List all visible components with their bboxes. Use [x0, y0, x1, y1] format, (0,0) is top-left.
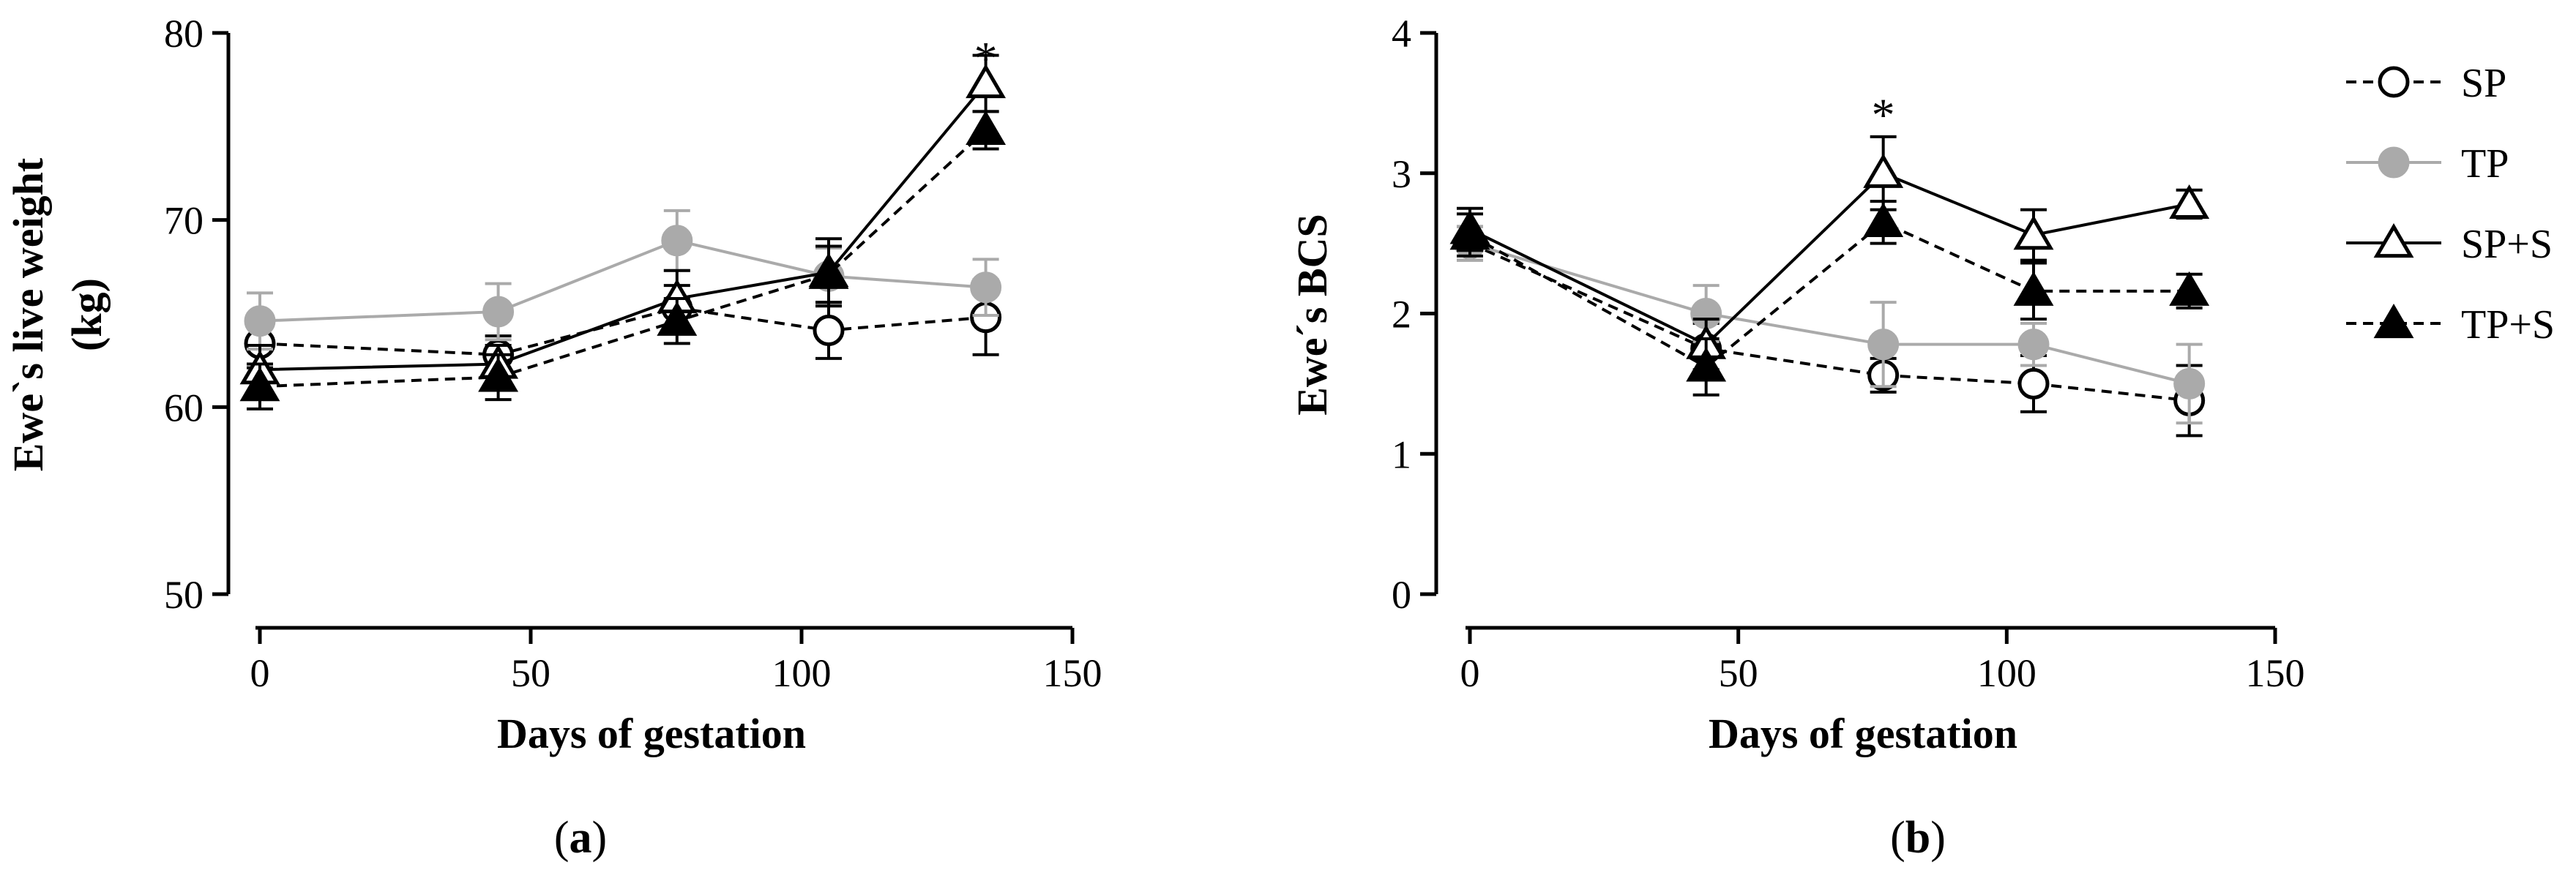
panelB-series-sp-point [2017, 367, 2050, 400]
panel-a-y-axis-title-line1: Ewe`s live weight [4, 157, 52, 471]
panelB-series-tp-point [2017, 329, 2050, 361]
panelB-series-tp-plus-s-line [1469, 220, 2189, 369]
panelA-series-tp-point [482, 296, 515, 328]
panelB-series-tp-plus-s-point [1863, 202, 1904, 237]
panelB-x-tick-label: 150 [2246, 651, 2305, 695]
legend-item-sp-marker [2378, 66, 2410, 98]
panelA-series-tp-point [970, 271, 1002, 304]
legend-item-sp: SP [2346, 61, 2506, 106]
panelA-y-tick-label: 70 [164, 199, 204, 243]
panelA-series-tp-plus-s-point [808, 254, 849, 289]
panelB-series-tp-point [1867, 329, 1900, 361]
panelB-series-tp [1454, 225, 2206, 425]
panelA-y-tick-label: 80 [164, 12, 204, 56]
panel-a-letter: a [570, 813, 592, 863]
legend-item-tp-plus-s-marker [2373, 304, 2414, 339]
legend-item-tp-label: TP [2461, 141, 2509, 187]
panelB-series-sp-plus-s-line [1469, 171, 2190, 347]
panelA-series-sp-plus-s [239, 53, 1007, 396]
legend: SP TP SP+S TP+S [2346, 61, 2555, 348]
panelB-x-tick-label: 0 [1460, 651, 1480, 695]
panelB-series-sp-plus-s-point [2013, 215, 2054, 250]
legend-item-sp-plus-s: SP+S [2346, 222, 2553, 267]
panel-b-label: (b) [1890, 813, 1946, 863]
panelB-y-tick-label: 4 [1392, 12, 1411, 56]
panelB-series-tp-plus-s-point [2169, 271, 2210, 306]
panel-b-letter: b [1905, 813, 1930, 863]
legend-item-tp-plus-s-label: TP+S [2461, 302, 2555, 348]
panelA-series-tp-line [259, 239, 986, 323]
panelB-y-tick-label: 0 [1392, 573, 1411, 617]
panelA-series-sp-point [813, 315, 845, 347]
panel-a-y-axis-title-line2: (kg) [63, 278, 111, 351]
legend-item-tp-marker [2378, 146, 2410, 179]
panelA-significance-marker: * [974, 32, 998, 84]
panelB-series-tp-plus-s [1449, 200, 2210, 397]
panelB-series-tp-plus-s-point [2013, 271, 2054, 306]
legend-item-tp-plus-s: TP+S [2346, 302, 2555, 348]
panel-b-x-axis-title: Days of gestation [1709, 710, 2017, 757]
legend-item-sp-plus-s-marker [2373, 223, 2414, 258]
panel-b-chart: 0 1 2 3 4 0 50 100 150 * Days of gestation Ewe´s … [1288, 12, 2305, 863]
legend-item-sp-plus-s-label: SP+S [2461, 222, 2553, 267]
panelB-series-sp [1454, 225, 2206, 438]
panelA-series-tp-point [244, 305, 276, 337]
panel-a-chart: 50 60 70 80 0 50 100 150 * Days of gestation Ewe… [4, 12, 1102, 863]
panelA-series-tp-point [661, 225, 693, 257]
panelA-x-tick-label: 100 [772, 651, 832, 695]
panelB-series-sp-plus-s-point [1863, 153, 1904, 188]
panelA-series-tp-plus-s [239, 110, 1007, 410]
panelB-y-tick-label: 1 [1392, 432, 1411, 476]
panel-a-x-axis-title: Days of gestation [497, 710, 806, 757]
legend-item-tp: TP [2346, 141, 2509, 187]
panelA-series-tp-plus-s-point [657, 301, 698, 336]
panelA-series-sp-plus-s-point [966, 64, 1007, 99]
panelA-series-sp-line [259, 306, 986, 356]
panelA-x-tick-label: 50 [511, 651, 550, 695]
panelB-series-sp-plus-s-point [2169, 184, 2210, 220]
panelA-y-tick-label: 50 [164, 573, 204, 617]
legend-item-sp-label: SP [2461, 61, 2506, 106]
panel-a-label: (a) [554, 813, 607, 863]
panelA-series-tp [244, 209, 1002, 351]
panelA-y-tick-label: 60 [164, 386, 204, 430]
panelB-series-tp-point [2173, 367, 2206, 400]
panelA-series-sp [244, 278, 1002, 375]
panelB-series-tp-plus-s-point [1449, 215, 1490, 250]
panel-b-y-axis-title: Ewe´s BCS [1288, 214, 1336, 416]
panelB-y-tick-label: 3 [1392, 152, 1411, 196]
panelB-series-tp-plus-s-point [1686, 347, 1727, 382]
panelA-series-tp-plus-s-point [966, 110, 1007, 146]
panelB-x-tick-label: 100 [1977, 651, 2036, 695]
panelA-x-tick-label: 0 [250, 651, 270, 695]
panelA-x-tick-label: 150 [1043, 651, 1102, 695]
panelB-significance-marker: * [1872, 89, 1895, 140]
panelA-series-tp-plus-s-point [239, 367, 280, 402]
panelB-y-tick-label: 2 [1392, 293, 1411, 337]
panelA-series-tp-plus-s-point [478, 357, 519, 392]
panelB-x-tick-label: 50 [1719, 651, 1758, 695]
panelB-series-sp-line [1469, 241, 2189, 402]
